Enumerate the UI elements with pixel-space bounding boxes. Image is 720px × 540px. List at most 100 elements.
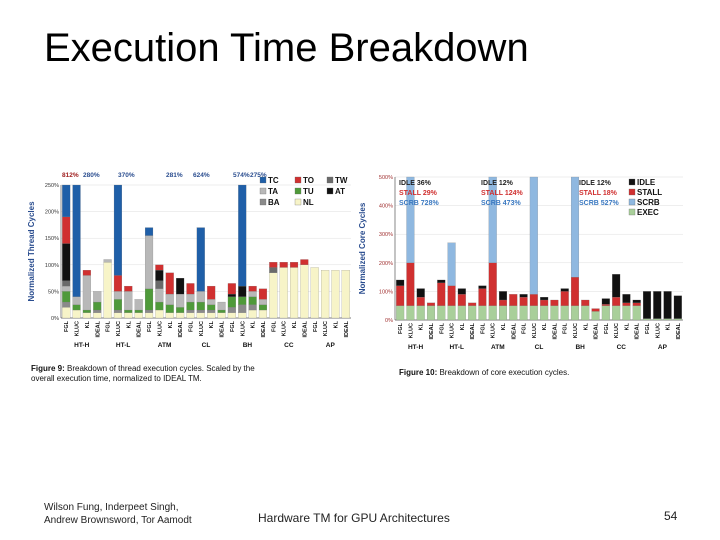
bar-segment-stall bbox=[570, 276, 580, 306]
bar-segment-ta bbox=[124, 291, 133, 311]
bar-segment-tw bbox=[155, 280, 164, 289]
bar-segment-tu bbox=[82, 309, 91, 313]
x-tick-label: KL bbox=[542, 322, 548, 330]
bar-segment-tu bbox=[93, 301, 102, 311]
x-tick-label: KL bbox=[501, 322, 507, 330]
bar-segment-exec bbox=[653, 318, 662, 321]
legend-swatch-ba bbox=[259, 198, 267, 206]
bar-segment-to bbox=[186, 283, 195, 295]
bar-segment-tu bbox=[144, 288, 154, 311]
bar-segment-tc bbox=[238, 184, 247, 287]
x-tick-label: FGL bbox=[64, 320, 70, 332]
bar-segment-exec bbox=[488, 305, 497, 321]
bar-segment-ta bbox=[155, 288, 164, 303]
bar-segment-exec bbox=[570, 305, 580, 321]
group-label: HT-L bbox=[116, 342, 130, 349]
bar-segment-stall bbox=[396, 285, 405, 306]
bar-segment-idle bbox=[642, 291, 652, 319]
bar-segment-idle bbox=[457, 288, 466, 295]
legend-label: STALL bbox=[637, 188, 662, 197]
bar-segment-stall bbox=[612, 297, 621, 306]
y-axis-label: Normalized Thread Cycles bbox=[28, 201, 36, 302]
bar-segment-tc bbox=[72, 184, 81, 297]
x-tick-label: KLUC bbox=[573, 323, 579, 338]
bar-segment-exec bbox=[591, 311, 600, 321]
x-tick-label: KLUC bbox=[491, 323, 497, 338]
overflow-label: 275% bbox=[250, 172, 267, 179]
y-tick-label: 100% bbox=[379, 289, 393, 295]
overflow-label: 281% bbox=[166, 172, 183, 179]
bar-segment-stall bbox=[550, 299, 559, 306]
bar-segment-ta bbox=[258, 299, 267, 305]
bar-segment-ba bbox=[93, 309, 102, 313]
bar-segment-ta bbox=[103, 259, 112, 263]
x-tick-label: FGL bbox=[563, 322, 569, 334]
x-tick-label: IDEAL bbox=[552, 322, 558, 339]
x-tick-label: FGL bbox=[604, 322, 610, 334]
overflow-label: 574% bbox=[233, 172, 250, 179]
bar-segment-nl bbox=[217, 312, 226, 319]
legend-swatch-ta bbox=[259, 187, 267, 195]
x-tick-label: IDEAL bbox=[95, 320, 101, 337]
bar-segment-idle bbox=[673, 295, 682, 319]
x-tick-label: IDEAL bbox=[429, 322, 435, 339]
bar-segment-stall bbox=[601, 304, 610, 306]
bar-segment-idle bbox=[663, 291, 672, 319]
group-label: AP bbox=[658, 344, 668, 351]
bar-segment-at bbox=[155, 270, 164, 281]
bar-segment-ba bbox=[144, 309, 154, 313]
x-tick-label: KLUC bbox=[199, 321, 205, 336]
bar-segment-to bbox=[155, 264, 164, 271]
x-tick-label: KL bbox=[292, 320, 298, 328]
bar-segment-tu bbox=[124, 309, 133, 313]
x-tick-label: KLUC bbox=[614, 323, 620, 338]
annotation-scrb: SCRB 728% bbox=[399, 200, 439, 207]
bar-segment-at bbox=[238, 285, 247, 297]
bar-segment-exec bbox=[550, 305, 559, 321]
x-tick-label: IDEAL bbox=[635, 322, 641, 339]
bar-segment-ta bbox=[72, 296, 81, 305]
x-tick-label: IDEAL bbox=[511, 322, 517, 339]
x-tick-label: KLUC bbox=[450, 323, 456, 338]
x-tick-label: IDEAL bbox=[302, 320, 308, 337]
y-tick-label: 200% bbox=[45, 210, 59, 216]
bar-segment-idle bbox=[653, 291, 662, 319]
bar-segment-ba bbox=[62, 301, 71, 308]
authors-line-1: Wilson Fung, Inderpeet Singh, bbox=[44, 502, 179, 513]
bar-segment-stall bbox=[457, 294, 466, 306]
y-tick-label: 150% bbox=[45, 236, 59, 242]
bar-segment-nl bbox=[144, 312, 154, 319]
legend-swatch-to bbox=[294, 176, 302, 184]
bar-segment-tu bbox=[207, 304, 216, 311]
x-tick-label: KLUC bbox=[116, 321, 122, 336]
figure-9-thread-cycles-chart: Normalized Thread Cycles 0% 50% 100% 150% 200… bbox=[28, 172, 351, 383]
bar-segment-ba bbox=[248, 304, 257, 311]
bar-segment-ta bbox=[113, 291, 123, 300]
bar-segment-tu bbox=[227, 296, 236, 308]
caption-text: Breakdown of thread execution cycles. Sc… bbox=[67, 364, 255, 373]
bar-segment-nl bbox=[290, 267, 299, 319]
bar-segment-nl bbox=[279, 267, 288, 319]
y-tick-label: 500% bbox=[379, 175, 393, 181]
x-tick-label: IDEAL bbox=[470, 322, 476, 339]
x-tick-label: FGL bbox=[271, 320, 277, 332]
slide-title: Execution Time Breakdown bbox=[44, 26, 529, 70]
bar-segment-tu bbox=[134, 309, 143, 313]
legend: TC TO TW TA TU AT BA NL bbox=[259, 176, 348, 207]
x-tick-label: FGL bbox=[439, 322, 445, 334]
bar-segment-idle bbox=[519, 294, 528, 298]
y-axis-label: Normalized Core Cycles bbox=[358, 202, 367, 294]
group-label: BH bbox=[243, 342, 253, 349]
page-number: 54 bbox=[664, 509, 678, 523]
bar-segment-stall bbox=[478, 288, 487, 306]
bar-segment-exec bbox=[447, 305, 456, 321]
bar-segment-to bbox=[258, 288, 267, 300]
bar-segment-tc bbox=[62, 184, 71, 218]
bar-segment-nl bbox=[258, 309, 267, 319]
bar-segment-exec bbox=[540, 305, 549, 321]
bar-segment-tw bbox=[62, 280, 71, 287]
bar-segment-stall bbox=[509, 294, 518, 306]
legend-swatch-at bbox=[326, 187, 334, 195]
x-tick-label: KLUC bbox=[655, 323, 661, 338]
group-label: CL bbox=[535, 344, 544, 351]
